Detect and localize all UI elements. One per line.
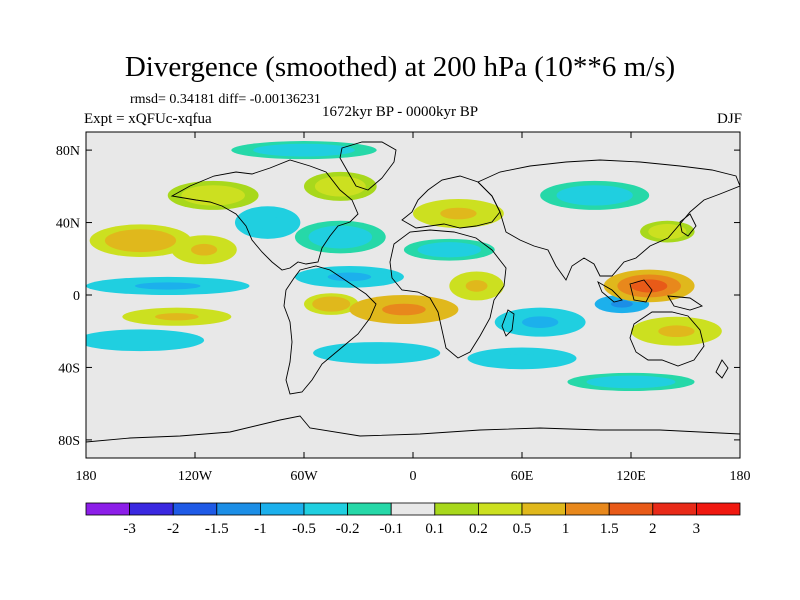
colorbar-swatch <box>390 502 436 516</box>
colorbar-swatch <box>303 502 348 516</box>
anomaly-south-atlantic-negative <box>351 348 403 358</box>
coastline-australia <box>629 311 705 367</box>
anomaly-southern-ocean-negative <box>605 378 657 386</box>
experiment-label: Expt = xQFUc-xqfua <box>84 111 212 127</box>
colorbar-swatch <box>696 502 741 516</box>
x-tick-label: 60W <box>290 469 318 484</box>
anomaly-japan-positive <box>656 227 679 236</box>
coastline-africa <box>389 229 507 359</box>
colorbar-label: 0.2 <box>469 521 488 537</box>
colorbar-swatch <box>652 502 697 516</box>
colorbar-swatch <box>608 502 654 516</box>
colorbar-swatch <box>216 502 261 516</box>
coastline-new-zealand <box>715 359 729 379</box>
x-tick-label: 180 <box>730 469 751 484</box>
axes-layer: 180 120W 60W 0 60E 120E 180 80N 40N 0 40S 80S <box>56 132 751 484</box>
colorbar-label: -2 <box>167 521 180 537</box>
colorbar-swatch <box>129 502 174 516</box>
colorbar-swatch <box>477 502 523 516</box>
colorbar-label: 3 <box>693 521 701 537</box>
coastline-greenland <box>339 141 397 191</box>
colorbar-label: 0.1 <box>425 521 444 537</box>
coastline-borneo <box>629 279 653 303</box>
coastline-asia <box>477 159 740 281</box>
anomaly-east-pacific-tropics-negative <box>135 282 201 290</box>
colorbar-swatch <box>172 502 218 516</box>
colorbar-label: 2 <box>649 521 657 537</box>
x-tick-label: 60E <box>511 469 534 484</box>
colorbar-label: -3 <box>123 521 136 537</box>
coastline-north-america <box>170 159 359 271</box>
colorbar-label: -1.5 <box>205 521 229 537</box>
coastline-madagascar <box>501 309 515 337</box>
colorbar-label: -0.5 <box>292 521 316 537</box>
anomaly-north-america-negative <box>254 216 281 230</box>
rmsd-diff-stats: rmsd= 0.34181 diff= -0.00136231 <box>130 92 321 107</box>
coastline-sumatra <box>597 280 623 303</box>
colorbar-swatch <box>259 502 305 516</box>
anomaly-arctic-negative <box>274 146 334 154</box>
colorbar-label: -0.2 <box>336 521 360 537</box>
chart-title: Divergence (smoothed) at 200 hPa (10**6 … <box>124 51 676 83</box>
anomaly-indonesia-negative <box>611 300 633 308</box>
anomaly-south-atlantic-positive <box>382 303 426 316</box>
coastline-antarctica <box>86 415 740 443</box>
anomaly-asia-north-negative <box>572 189 617 202</box>
season-label: DJF <box>716 111 742 127</box>
anomaly-indian-ocean-negative <box>522 316 559 328</box>
colorbar-swatch <box>565 502 610 516</box>
x-tick-label: 180 <box>76 469 97 484</box>
anomaly-north-pacific-west-positive <box>120 234 161 248</box>
anomaly-alaska-canada-positive <box>195 189 232 202</box>
colorbar-label: 1 <box>562 521 570 537</box>
x-tick-label: 120W <box>178 469 213 484</box>
field-layer <box>86 132 740 458</box>
colorbar: -3 -2 -1.5 -1 -0.5 -0.2 -0.1 0.1 0.2 0.5 1 1.5 2 3 <box>85 502 741 537</box>
period-label: 1672kyr BP - 0000kyr BP <box>322 104 479 120</box>
x-tick-label: 0 <box>410 469 417 484</box>
y-tick-label: 80S <box>58 434 80 449</box>
y-tick-label: 0 <box>73 289 80 304</box>
y-tick-label: 40S <box>58 361 80 376</box>
colorbar-label: 1.5 <box>600 521 619 537</box>
y-tick-label: 40N <box>56 217 80 232</box>
anomaly-atlantic-tropics-negative <box>327 272 372 282</box>
colorbar-swatch <box>85 502 130 516</box>
colorbar-swatch <box>521 502 566 516</box>
anomaly-south-pacific-negative <box>115 335 166 345</box>
colorbar-label: -0.1 <box>379 521 403 537</box>
anomaly-africa-positive <box>465 280 488 292</box>
anomaly-southern-indian-negative <box>500 354 544 363</box>
coastline-new-guinea <box>667 295 704 311</box>
anomaly-south-pacific-positive <box>155 313 199 321</box>
coastline-japan <box>679 213 697 237</box>
anomaly-atlantic-high-lat-positive <box>325 180 355 193</box>
colorbar-label: 0.5 <box>513 521 532 537</box>
anomaly-north-africa-negative <box>431 245 468 255</box>
anomaly-west-pacific-south-positive <box>658 325 695 338</box>
y-tick-label: 80N <box>56 144 80 159</box>
coastline-south-america <box>283 265 377 395</box>
anomaly-north-pacific-east-positive <box>191 243 218 256</box>
colorbar-swatch <box>347 502 392 516</box>
anomaly-europe-positive <box>440 207 477 220</box>
anomaly-atlantic-north-negative <box>322 230 359 244</box>
x-tick-label: 120E <box>616 469 646 484</box>
anomaly-brazil-positive <box>320 299 343 309</box>
colorbar-label: -1 <box>254 521 267 537</box>
coastline-layer <box>86 141 740 443</box>
colorbar-swatch <box>434 502 479 516</box>
